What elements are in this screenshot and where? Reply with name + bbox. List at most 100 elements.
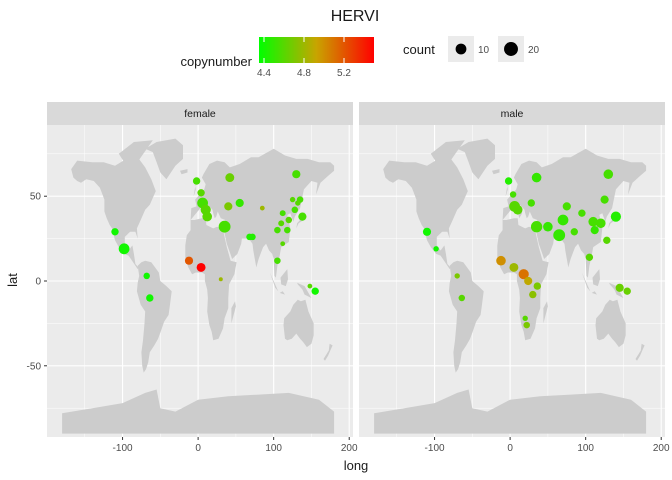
data-point [285, 216, 293, 224]
data-point [274, 226, 281, 234]
land-mass [185, 218, 237, 341]
land-mass [591, 291, 597, 295]
data-point [557, 214, 569, 226]
x-tick-label: 0 [507, 443, 513, 454]
x-tick-label: 200 [653, 443, 670, 454]
data-point [278, 220, 285, 227]
land-mass [609, 282, 624, 298]
land-mass [283, 299, 314, 348]
size-legend-label: 20 [528, 45, 540, 56]
land-mass [635, 343, 645, 361]
data-point [553, 229, 566, 242]
land-mass [543, 301, 548, 324]
y-tick-label: 0 [35, 277, 41, 288]
data-point [518, 269, 529, 280]
size-legend-label: 10 [478, 45, 490, 56]
land-mass [71, 157, 156, 270]
land-mass [62, 389, 335, 434]
strip-label-male: male [501, 108, 524, 120]
data-point [192, 177, 201, 185]
x-tick-label: -100 [113, 443, 133, 454]
data-point [289, 196, 296, 203]
x-tick-label: 200 [341, 443, 358, 454]
data-point [218, 220, 231, 233]
data-point [588, 216, 598, 227]
data-point [274, 257, 281, 264]
data-point [496, 255, 506, 266]
land-mass [448, 260, 484, 373]
x-axis-title: long [344, 458, 369, 473]
y-axis-title: lat [5, 273, 20, 287]
land-mass [505, 182, 508, 197]
data-point [298, 212, 307, 221]
y-axis: -50 0 50 [27, 192, 47, 372]
data-point [225, 173, 235, 183]
land-mass [136, 260, 172, 373]
data-point [292, 170, 301, 179]
data-point [603, 169, 614, 179]
panel-female [47, 125, 353, 437]
data-point [512, 205, 523, 215]
data-point [578, 209, 586, 217]
data-point [279, 210, 286, 217]
land-mass [279, 291, 285, 295]
data-point [146, 294, 154, 302]
land-mass [269, 272, 279, 292]
land-mass [180, 169, 188, 175]
data-point [118, 243, 130, 255]
data-point [523, 321, 530, 329]
land-mass [383, 157, 468, 270]
data-point [570, 228, 578, 236]
data-point [530, 221, 543, 233]
data-point [585, 253, 594, 261]
data-point [562, 202, 571, 211]
data-point [454, 273, 460, 279]
data-point [311, 287, 319, 295]
x-tick-label: 100 [577, 443, 594, 454]
x-tick-label: 0 [195, 443, 201, 454]
land-mass [581, 272, 591, 292]
data-point [184, 256, 194, 265]
data-point [280, 241, 286, 247]
land-mass [492, 169, 500, 175]
data-point [600, 195, 609, 204]
size-legend-title: count [403, 42, 435, 57]
land-mass [280, 269, 288, 287]
data-point [509, 262, 519, 272]
data-point [603, 236, 611, 244]
land-mass [457, 138, 495, 180]
land-mass [430, 140, 465, 166]
x-tick-label: 100 [265, 443, 282, 454]
data-point [111, 228, 119, 236]
data-point [531, 172, 542, 183]
data-point [509, 191, 517, 198]
color-legend-tick-label: 4.8 [297, 68, 311, 79]
land-mass [193, 182, 196, 197]
land-mass [190, 148, 335, 278]
land-mass [497, 218, 549, 341]
land-mass [323, 343, 333, 361]
color-legend-bar [259, 37, 374, 63]
land-mass [592, 269, 600, 287]
data-point [529, 290, 537, 299]
data-point [422, 227, 432, 236]
data-point [197, 189, 205, 197]
color-legend: copynumber 4.4 4.8 5.2 [180, 37, 374, 79]
chart-title: HERVI [331, 8, 380, 25]
data-point [615, 283, 624, 292]
data-point [218, 277, 223, 282]
color-legend-tick-label: 5.2 [337, 68, 351, 79]
strip-label-female: female [184, 108, 216, 120]
data-point [504, 177, 513, 185]
land-mass [118, 140, 153, 166]
color-legend-tick-label: 4.4 [257, 68, 271, 79]
data-point [458, 294, 466, 302]
data-point [143, 272, 150, 280]
data-point [527, 199, 535, 207]
data-point [202, 211, 212, 222]
color-legend-title: copynumber [180, 54, 252, 69]
data-point [533, 282, 541, 290]
y-tick-label: -50 [27, 361, 42, 372]
land-mass [231, 301, 236, 324]
